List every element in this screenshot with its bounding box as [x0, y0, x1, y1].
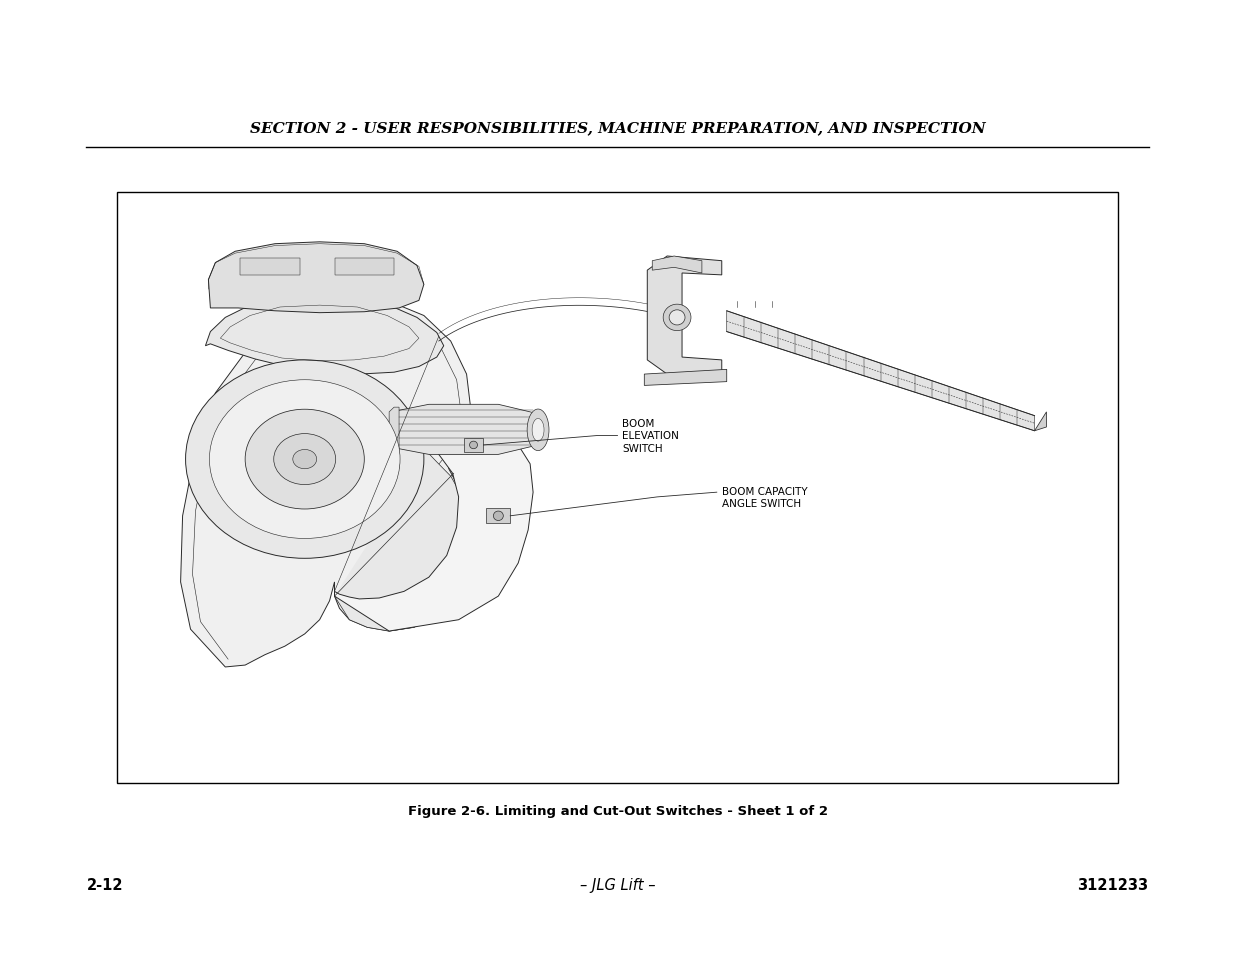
- Ellipse shape: [245, 410, 364, 510]
- PathPatch shape: [647, 256, 721, 375]
- PathPatch shape: [180, 299, 471, 667]
- PathPatch shape: [652, 256, 701, 274]
- Ellipse shape: [532, 419, 545, 441]
- PathPatch shape: [645, 370, 726, 386]
- Bar: [117, 193, 1118, 783]
- Ellipse shape: [210, 380, 400, 538]
- Bar: [335, 258, 394, 275]
- Text: 2-12: 2-12: [86, 877, 124, 892]
- Ellipse shape: [274, 435, 336, 485]
- PathPatch shape: [205, 297, 443, 375]
- Text: BOOM CAPACITY
ANGLE SWITCH: BOOM CAPACITY ANGLE SWITCH: [721, 486, 808, 509]
- Bar: [487, 509, 510, 524]
- Circle shape: [669, 311, 685, 326]
- Text: SECTION 2 - USER RESPONSIBILITIES, MACHINE PREPARATION, AND INSPECTION: SECTION 2 - USER RESPONSIBILITIES, MACHI…: [249, 121, 986, 135]
- Ellipse shape: [527, 410, 550, 451]
- Bar: [463, 439, 483, 452]
- Circle shape: [663, 305, 690, 332]
- PathPatch shape: [335, 424, 534, 632]
- Text: 3121233: 3121233: [1077, 877, 1149, 892]
- Ellipse shape: [293, 450, 316, 469]
- PathPatch shape: [726, 312, 1035, 432]
- Circle shape: [494, 512, 504, 521]
- Text: BOOM
ELEVATION
SWITCH: BOOM ELEVATION SWITCH: [622, 418, 679, 454]
- PathPatch shape: [1035, 413, 1046, 432]
- Bar: [240, 258, 300, 275]
- PathPatch shape: [209, 243, 424, 314]
- PathPatch shape: [389, 408, 399, 469]
- PathPatch shape: [335, 452, 471, 632]
- Text: Figure 2-6. Limiting and Cut-Out Switches - Sheet 1 of 2: Figure 2-6. Limiting and Cut-Out Switche…: [408, 804, 827, 818]
- PathPatch shape: [389, 405, 538, 455]
- Ellipse shape: [185, 360, 424, 558]
- Text: – JLG Lift –: – JLG Lift –: [579, 877, 656, 892]
- Circle shape: [469, 441, 478, 449]
